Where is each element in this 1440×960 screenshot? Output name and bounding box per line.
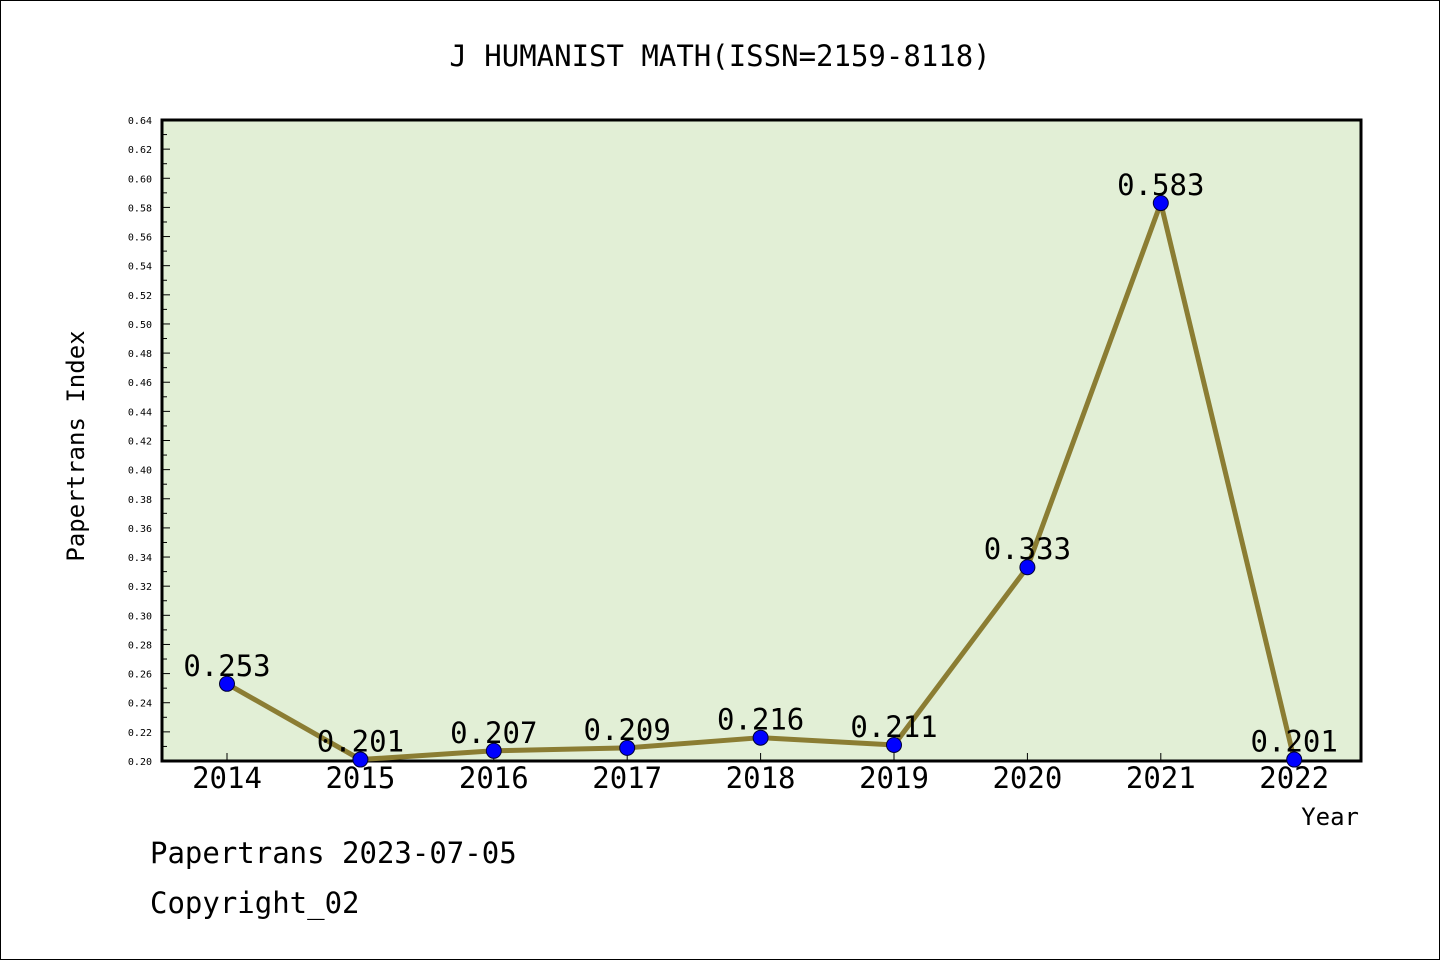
y-tick-label: 0.26: [128, 670, 152, 681]
data-point: [619, 739, 636, 756]
y-tick-label: 0.64: [128, 116, 152, 127]
y-tick-label: 0.44: [128, 407, 152, 418]
data-point: [485, 742, 502, 759]
data-label: 0.216: [717, 703, 804, 737]
data-label: 0.207: [450, 716, 537, 750]
data-label: 0.253: [183, 649, 270, 683]
y-axis-label: Papertrans Index: [62, 330, 90, 561]
y-tick-label: 0.62: [128, 145, 152, 156]
y-tick-label: 0.20: [128, 757, 152, 768]
y-tick-label: 0.28: [128, 640, 152, 651]
y-tick-label: 0.60: [128, 174, 152, 185]
plot-area: [160, 118, 1363, 763]
data-point: [352, 751, 369, 768]
y-tick-label: 0.42: [128, 437, 152, 448]
data-label: 0.201: [1251, 725, 1338, 759]
y-tick-label: 0.36: [128, 524, 152, 535]
x-tick-label: 2021: [1126, 761, 1196, 795]
x-tick-label: 2018: [726, 761, 796, 795]
y-tick-label: 0.54: [128, 262, 152, 273]
x-tick-label: 2019: [859, 761, 929, 795]
data-label: 0.201: [317, 725, 404, 759]
x-tick-label: 2020: [992, 761, 1062, 795]
y-tick-label: 0.24: [128, 699, 152, 710]
x-axis: 2014 2015 2016 2017 2018 2019 2020 2021 2022: [192, 753, 1329, 795]
footer-copyright: Copyright_02: [150, 886, 360, 920]
y-tick-label: 0.32: [128, 582, 152, 593]
footer-date: Papertrans 2023-07-05: [150, 836, 517, 870]
y-tick-label: 0.30: [128, 611, 152, 622]
data-point: [1019, 559, 1036, 576]
y-tick-label: 0.58: [128, 203, 152, 214]
x-tick-label: 2016: [459, 761, 529, 795]
y-tick-label: 0.56: [128, 233, 152, 244]
data-label: 0.209: [584, 713, 671, 747]
series-markers: [219, 195, 1303, 768]
y-tick-label: 0.34: [128, 553, 152, 564]
y-tick-label: 0.50: [128, 320, 152, 331]
x-tick-label: 2017: [592, 761, 662, 795]
y-tick-label: 0.40: [128, 466, 152, 477]
y-tick-label: 0.48: [128, 349, 152, 360]
data-label: 0.583: [1117, 168, 1204, 202]
x-axis-label: Year: [1301, 803, 1359, 831]
data-point: [752, 729, 769, 746]
y-tick-label: 0.38: [128, 495, 152, 506]
data-labels: 0.253 0.201 0.207 0.209 0.216 0.211 0.333 0.583…: [183, 168, 1338, 759]
chart-title: J HUMANIST MATH(ISSN=2159-8118): [449, 39, 990, 73]
y-tick-label: 0.46: [128, 378, 152, 389]
data-point: [219, 675, 235, 692]
data-label: 0.333: [984, 532, 1071, 566]
y-tick-label: 0.52: [128, 291, 152, 302]
data-point: [1152, 195, 1169, 212]
data-point: [1286, 751, 1303, 768]
y-axis: 0.20 0.22 0.24 0.26 0.28 0.30 0.32 0.34 0.36 0.38…: [128, 116, 170, 768]
data-point: [886, 736, 902, 753]
x-tick-label: 2014: [192, 761, 262, 795]
y-tick-label: 0.22: [128, 728, 152, 739]
data-label: 0.211: [850, 710, 937, 744]
